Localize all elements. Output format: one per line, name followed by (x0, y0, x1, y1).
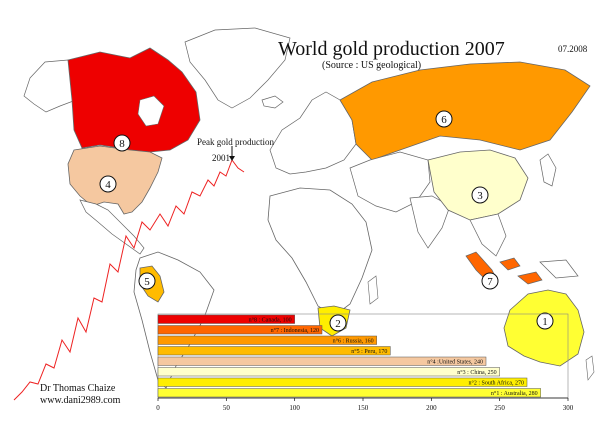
russia-shape (339, 61, 591, 161)
rank-number: 6 (441, 114, 447, 126)
bar-label: n°4 :United States, 240 (427, 359, 483, 366)
author-site: www.dani2989.com (40, 395, 121, 406)
china-shape (427, 149, 529, 221)
bar (157, 388, 541, 398)
japan-shape (539, 153, 557, 187)
peak-arrowhead (229, 156, 235, 161)
bar-label: n°5 : Peru, 170 (351, 348, 387, 355)
x-tick-label: 250 (494, 404, 505, 412)
rank-badges: 1 2 3 4 5 6 7 8 (99, 110, 554, 332)
bar (157, 377, 528, 387)
bar (157, 367, 500, 377)
bar (157, 346, 391, 356)
bar (157, 356, 487, 366)
x-tick-label: 200 (426, 404, 437, 412)
rank-number: 5 (144, 276, 150, 288)
x-tick-label: 100 (289, 404, 300, 412)
author-name: Dr Thomas Chaize (40, 383, 116, 394)
x-tick-label: 50 (223, 404, 231, 412)
bar-label: n°1 : Australia, 280 (491, 390, 538, 397)
bar-chart: n°8 : Canada, 100 n°7 : Indonesia, 120 n°6… (156, 313, 574, 412)
x-tick-label: 0 (156, 404, 160, 412)
alaska-shape (23, 59, 81, 113)
rank-circle (435, 110, 453, 128)
rank-number: 2 (335, 318, 341, 330)
rank-circle (471, 186, 489, 204)
peak-year-label: 2001 (212, 153, 230, 163)
rank-circle (329, 314, 347, 332)
author-credit: Dr Thomas Chaize www.dani2989.com (40, 383, 120, 407)
rank-circle (113, 134, 131, 152)
papua-shape (539, 259, 579, 279)
rank-number: 3 (477, 190, 483, 202)
bar-label: n°7 : Indonesia, 120 (271, 327, 319, 334)
production-trend-line (13, 158, 245, 401)
hudson-bay-shape (137, 95, 165, 127)
bar (157, 314, 295, 324)
x-tick-label: 300 (563, 404, 574, 412)
mexico-shape (79, 199, 145, 255)
iceland-shape (261, 95, 284, 109)
source-subtitle: (Source : US geological) (322, 60, 422, 71)
peak-annotation: Peak gold production (197, 137, 274, 147)
rank-circle (481, 272, 499, 290)
india-shape (409, 195, 451, 249)
bar (157, 335, 377, 345)
canada-shape (67, 47, 201, 153)
rank-number: 8 (119, 138, 125, 150)
chart-title: World gold production 2007 (278, 38, 505, 60)
rank-circle (536, 312, 554, 330)
rank-number: 4 (105, 179, 111, 191)
southeast-asia-shape (469, 213, 507, 257)
bar-label: n°6 : Russia, 160 (333, 338, 374, 345)
new-zealand-shape (585, 355, 595, 381)
date-label: 07.2008 (558, 44, 588, 54)
greenland-shape (184, 27, 291, 109)
middle-east-shape (349, 151, 431, 213)
rank-number: 7 (487, 276, 493, 288)
rank-circle (138, 272, 156, 290)
bar-label: n°2 : South Africa, 270 (468, 380, 524, 387)
bar-label: n°3 : China, 250 (457, 369, 496, 376)
rank-number: 1 (542, 316, 548, 328)
indonesia-islands-shape (499, 257, 543, 285)
bar (157, 325, 323, 335)
x-tick-label: 150 (358, 404, 369, 412)
madagascar-shape (367, 275, 379, 305)
rank-circle (99, 175, 117, 193)
africa-shape (267, 187, 373, 317)
bar-label: n°8 : Canada, 100 (249, 317, 292, 324)
